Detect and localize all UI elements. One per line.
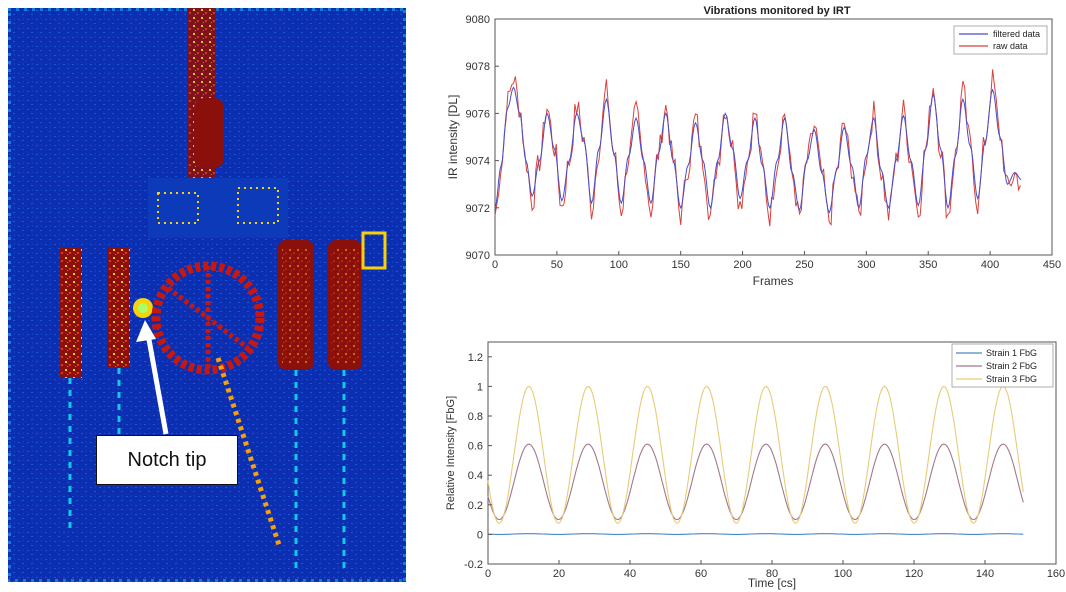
chart2-series-strain2 bbox=[487, 443, 1024, 521]
chart2-ytick-label: 0.2 bbox=[468, 500, 483, 512]
chart1-x-axis-label: Frames bbox=[753, 274, 794, 288]
chart2-legend: Strain 1 FbG Strain 2 FbG Strain 3 FbG bbox=[951, 343, 1054, 388]
chart2-xtick-label: 120 bbox=[905, 568, 923, 580]
chart2-xtick-label: 60 bbox=[695, 568, 707, 580]
chart1-xtick-label: 400 bbox=[981, 259, 999, 271]
chart2-ytick-label: 0.8 bbox=[468, 411, 483, 423]
chart2-legend-strain1: Strain 1 FbG bbox=[986, 348, 1037, 358]
notch-tip-label: Notch tip bbox=[96, 435, 238, 485]
left-rod-1 bbox=[60, 248, 82, 378]
chart2-xtick-label: 140 bbox=[976, 568, 994, 580]
chart2-xtick-label: 160 bbox=[1047, 568, 1065, 580]
chart2-ytick-label: 1 bbox=[477, 381, 483, 393]
chart2-x-axis-label: Time [cs] bbox=[748, 576, 796, 590]
chart2-xtick-label: 100 bbox=[834, 568, 852, 580]
chart1-series-filtered-data bbox=[494, 86, 1022, 214]
chart2-xtick-label: 0 bbox=[485, 568, 491, 580]
diagonal-rod bbox=[215, 357, 283, 549]
chart1-ytick-label: 9078 bbox=[466, 61, 490, 73]
chart2-ytick-label: 0 bbox=[477, 529, 483, 541]
chart1-xtick-label: 200 bbox=[733, 259, 751, 271]
chart1-xtick-label: 100 bbox=[610, 259, 628, 271]
chart1-xtick-label: 250 bbox=[795, 259, 813, 271]
chart2-series-strain1 bbox=[488, 533, 1024, 535]
chart1-title: Vibrations monitored by IRT bbox=[703, 5, 850, 17]
chart1-xtick-label: 350 bbox=[919, 259, 937, 271]
chart1-ytick-label: 9074 bbox=[466, 156, 490, 168]
chart2-y-axis-label: Relative Intensity [FbG] bbox=[445, 396, 457, 510]
chart1-xtick-label: 50 bbox=[551, 259, 563, 271]
chart1-legend: filtered data raw data bbox=[953, 25, 1048, 55]
chart2-ytick-label: 0.6 bbox=[468, 441, 483, 453]
chart2-ytick-label: -0.2 bbox=[464, 559, 483, 571]
chart1-ytick-label: 9072 bbox=[466, 203, 490, 215]
thermogram-image bbox=[8, 8, 406, 582]
chart1-ytick-label: 9080 bbox=[466, 14, 490, 26]
chart1-plot-area bbox=[494, 18, 1053, 256]
chart1-xtick-label: 450 bbox=[1043, 259, 1061, 271]
chart1-ytick-label: 9070 bbox=[466, 250, 490, 262]
chart2-ytick-label: 1.2 bbox=[468, 352, 483, 364]
irt-vibration-chart: Vibrations monitored by IRT 0 50 100 150 200… bbox=[446, 5, 1061, 288]
chart1-ytick-label: 9076 bbox=[466, 108, 490, 120]
notch-arrowhead bbox=[136, 320, 156, 342]
chart2-legend-strain2: Strain 2 FbG bbox=[986, 361, 1037, 371]
chart2-xtick-label: 40 bbox=[624, 568, 636, 580]
chart1-xtick-label: 300 bbox=[857, 259, 875, 271]
chart2-ytick-label: 0.4 bbox=[468, 470, 483, 482]
chart1-legend-raw: raw data bbox=[993, 41, 1028, 51]
left-rod-2 bbox=[108, 248, 130, 368]
chart2-series-strain3 bbox=[487, 385, 1024, 524]
chart1-legend-filtered: filtered data bbox=[993, 29, 1040, 39]
chart1-xtick-label: 150 bbox=[671, 259, 689, 271]
chart2-xtick-label: 20 bbox=[553, 568, 565, 580]
notch-arrow bbox=[145, 333, 169, 435]
fbg-strain-chart: 0 20 40 60 80 100 120 140 160-0.200.20.40.60.811… bbox=[445, 341, 1065, 590]
chart1-y-axis-label: IR intensity [DL] bbox=[446, 95, 460, 180]
chart1-xtick-label: 0 bbox=[492, 259, 498, 271]
chart2-xtick-label: 80 bbox=[766, 568, 778, 580]
chart2-legend-strain3: Strain 3 FbG bbox=[986, 374, 1037, 384]
